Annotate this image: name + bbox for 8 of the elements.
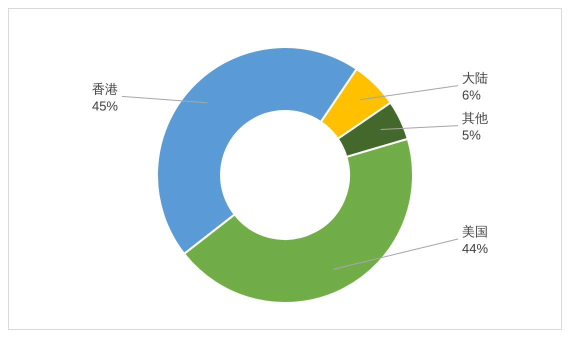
data-label: 6% xyxy=(462,88,482,103)
slice-label: 其他 xyxy=(462,110,488,126)
data-label: 44% xyxy=(462,241,488,256)
data-label: 5% xyxy=(462,128,482,143)
slice-label: 美国 xyxy=(462,224,488,239)
data-label: 45% xyxy=(92,98,118,114)
slice-label: 香港 xyxy=(92,81,118,96)
slice-label: 大陆 xyxy=(462,70,488,86)
